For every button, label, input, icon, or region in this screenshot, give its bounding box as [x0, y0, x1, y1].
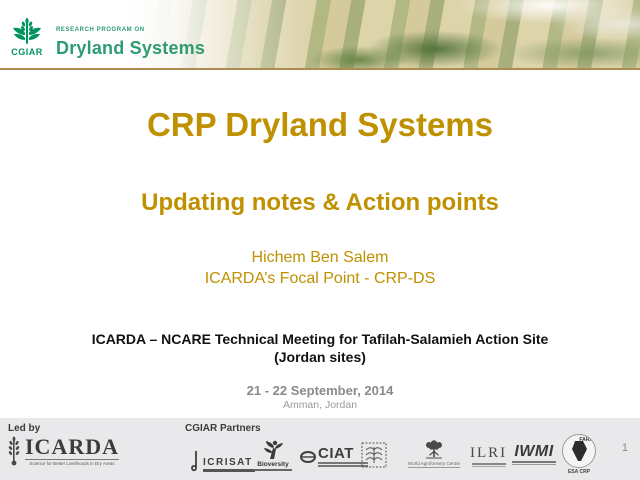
- led-by-label: Led by: [8, 423, 41, 434]
- fara-wordmark: FARA: [579, 437, 593, 443]
- slide-subtitle: Updating notes & Action points: [141, 189, 499, 216]
- ciat-logo: CIAT: [300, 446, 368, 467]
- fara-esa-crp-label: ESA CRP: [567, 469, 591, 475]
- page-number: 1: [621, 442, 628, 454]
- bioversity-tagline-bar: [254, 469, 292, 471]
- header-banner: CGIAR RESEARCH PROGRAM ON Dryland System…: [0, 0, 640, 71]
- bioversity-wordmark: Bioversity: [257, 461, 289, 468]
- icrisat-logo: ICRISAT: [190, 450, 255, 472]
- cgiar-wordmark: CGIAR: [11, 47, 43, 57]
- ilri-tagline-bar: [471, 463, 506, 465]
- program-name: Dryland Systems: [56, 37, 206, 58]
- program-label: RESEARCH PROGRAM ON: [56, 27, 145, 33]
- ilri-tagline-bar2: [471, 465, 506, 467]
- footer: Led by CGIAR Partners ICARDA Sc: [0, 418, 640, 480]
- ilri-wordmark: ILRI: [470, 445, 508, 461]
- meeting-location: Amman, Jordan: [282, 399, 358, 411]
- presenter-name: Hichem Ben Salem: [251, 249, 389, 266]
- cgiar-logo: CGIAR: [10, 18, 44, 57]
- world-agroforestry-tagline-bar: [408, 467, 460, 468]
- cip-pattern-icon: [361, 442, 387, 468]
- icrisat-wordmark-block: ICRISAT: [203, 457, 255, 472]
- iwmi-tagline-bar: [512, 461, 556, 463]
- icarda-wordmark-block: ICARDA Science for Better Livelihoods in…: [25, 436, 119, 466]
- iwmi-wordmark: IWMI: [514, 443, 554, 460]
- iwmi-tagline-bar2: [512, 463, 556, 465]
- iwmi-logo: IWMI: [512, 444, 556, 465]
- meeting-title-line2: (Jordan sites): [274, 349, 366, 365]
- aerial-farmland-photo: [0, 0, 640, 68]
- meeting-date: 21 - 22 September, 2014: [246, 383, 394, 398]
- cgiar-plant-icon: [13, 18, 41, 44]
- tree-icon: [426, 440, 442, 459]
- ilri-logo: ILRI: [470, 446, 507, 467]
- icrisat-wordmark: ICRISAT: [203, 457, 253, 468]
- icarda-wordmark: ICARDA: [25, 434, 119, 459]
- world-agroforestry-wordmark: World Agroforestry Centre: [408, 461, 460, 466]
- ciat-tagline-bar: [318, 462, 368, 464]
- ciat-wordmark: CIAT: [318, 445, 354, 462]
- ciat-seed-icon: [300, 450, 316, 463]
- world-agroforestry-logo: World Agroforestry Centre: [408, 440, 460, 468]
- presenter-role: ICARDA’s Focal Point - CRP-DS: [204, 270, 436, 287]
- fara-africa-icon: FARA: [562, 434, 596, 468]
- meeting-title-line1: ICARDA – NCARE Technical Meeting for Taf…: [91, 331, 549, 347]
- icarda-logo: ICARDA Science for Better Livelihoods in…: [6, 436, 119, 466]
- icrisat-tagline-bar: [203, 469, 255, 472]
- ciat-wordmark-block: CIAT: [318, 446, 368, 467]
- gold-divider: [0, 68, 640, 70]
- icrisat-leaf-icon: [191, 450, 197, 472]
- program-brand: CGIAR RESEARCH PROGRAM ON Dryland System…: [10, 18, 205, 59]
- program-wordmark: RESEARCH PROGRAM ON Dryland Systems: [56, 18, 205, 59]
- icarda-wheat-icon: [8, 436, 20, 466]
- fara-logo: FARA ESA CRP: [560, 434, 598, 475]
- cgiar-partners-label: CGIAR Partners: [185, 423, 261, 434]
- bioversity-person-plant-icon: [264, 440, 283, 459]
- cip-logo: [361, 442, 387, 468]
- bioversity-logo: Bioversity: [254, 440, 292, 471]
- icarda-tagline: Science for Better Livelihoods in Dry Ar…: [25, 459, 119, 466]
- slide-title: CRP Dryland Systems: [146, 106, 494, 143]
- ciat-tagline-bar2: [318, 465, 368, 467]
